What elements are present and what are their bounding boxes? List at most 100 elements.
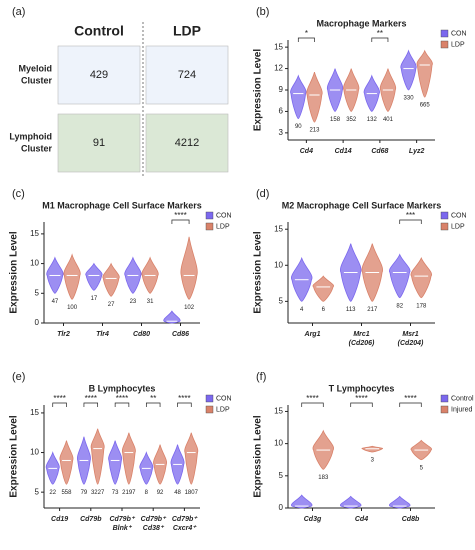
- legend-swatch: [440, 211, 449, 220]
- column-header: LDP: [173, 23, 201, 39]
- chart-title: T Lymphocytes: [329, 383, 395, 393]
- violin: [290, 74, 307, 119]
- y-axis-label: Expression Level: [253, 49, 264, 131]
- cell-value: 4212: [175, 137, 199, 149]
- significance-bracket: [145, 402, 161, 407]
- count-label: 73: [112, 490, 119, 496]
- count-label: 213: [309, 128, 320, 134]
- row-label: Cluster: [21, 143, 53, 153]
- significance-label: ****: [178, 394, 190, 403]
- legend-swatch: [205, 394, 214, 403]
- violin: [85, 262, 103, 291]
- violin: [59, 440, 74, 485]
- x-tick-label: Msr1: [402, 331, 418, 338]
- x-tick-label: Tlr4: [96, 331, 109, 338]
- count-label: 92: [157, 490, 164, 496]
- y-axis-label: Expression Level: [253, 231, 264, 313]
- violin: [102, 262, 120, 297]
- x-tick-label: Cd14: [335, 148, 352, 155]
- legend-swatch: [440, 29, 449, 38]
- x-tick-label: Tlr2: [57, 331, 70, 338]
- count-label: 3227: [91, 490, 105, 496]
- significance-bracket: [114, 402, 130, 407]
- legend-swatch: [205, 211, 214, 220]
- panel-label: (d): [256, 188, 269, 200]
- significance-bracket: [350, 402, 373, 407]
- legend-swatch: [440, 222, 449, 231]
- count-label: 132: [367, 117, 378, 123]
- significance-bracket: [371, 37, 389, 42]
- violin: [312, 275, 335, 302]
- violin: [400, 49, 417, 91]
- legend-swatch: [205, 222, 214, 231]
- violin: [290, 494, 313, 509]
- y-tick-label: 15: [274, 407, 283, 416]
- x-tick-label: Cd4: [300, 148, 313, 155]
- significance-bracket: [301, 402, 324, 407]
- chart-title: B Lymphocytes: [89, 383, 156, 393]
- x-tick-label: Cd80: [133, 331, 150, 338]
- count-label: 330: [404, 96, 415, 102]
- x-tick-label: Blnk⁺: [113, 525, 133, 532]
- x-tick-label: Cd3g: [304, 516, 322, 523]
- count-label: 401: [383, 117, 394, 123]
- significance-label: ****: [85, 394, 97, 403]
- x-tick-label: Mrc1: [353, 331, 369, 338]
- count-label: 4: [300, 307, 304, 313]
- significance-label: ****: [53, 394, 65, 403]
- significance-bracket: [399, 219, 422, 224]
- significance-bracket: [177, 402, 192, 407]
- significance-label: **: [150, 394, 156, 403]
- count-label: 6: [322, 307, 326, 313]
- x-tick-label: (Cd206): [349, 340, 375, 347]
- significance-label: ****: [174, 211, 186, 220]
- column-header: Control: [74, 23, 124, 39]
- x-tick-label: Cd79b⁺: [109, 516, 135, 523]
- count-label: 82: [396, 303, 403, 309]
- panel-label: (c): [12, 188, 25, 200]
- legend-label: LDP: [451, 41, 465, 48]
- y-tick-label: 6: [279, 107, 284, 116]
- legend-label: CON: [216, 395, 232, 402]
- violin: [121, 432, 136, 485]
- count-label: 23: [130, 299, 137, 305]
- count-label: 3: [371, 458, 375, 464]
- significance-label: **: [377, 29, 383, 38]
- panel-label: (f): [256, 371, 266, 383]
- chart-title: M2 Macrophage Cell Surface Markers: [282, 200, 442, 210]
- legend-swatch: [440, 40, 449, 49]
- y-tick-label: 0: [279, 503, 284, 512]
- chart-title: Macrophage Markers: [316, 18, 406, 28]
- cell: [145, 113, 229, 173]
- count-label: 102: [184, 305, 195, 311]
- significance-label: ****: [306, 394, 318, 403]
- x-tick-label: Lyz2: [409, 148, 425, 155]
- chart-title: M1 Macrophage Cell Surface Markers: [42, 200, 202, 210]
- y-tick-label: 3: [279, 128, 284, 137]
- x-tick-label: Cxcr4⁺: [173, 525, 197, 532]
- count-label: 665: [420, 103, 431, 109]
- count-label: 2197: [122, 490, 136, 496]
- cell: [145, 45, 229, 105]
- y-tick-label: 10: [274, 260, 283, 269]
- cell-value: 91: [93, 137, 105, 149]
- cell: [57, 45, 141, 105]
- violin: [410, 257, 433, 299]
- count-label: 113: [346, 307, 356, 313]
- legend-label: CON: [451, 212, 467, 219]
- x-tick-label: Cd86: [172, 331, 189, 338]
- count-label: 1807: [185, 490, 199, 496]
- y-tick-label: 0: [35, 318, 40, 327]
- y-tick-label: 5: [279, 471, 284, 480]
- count-label: 100: [67, 305, 78, 311]
- violin: [306, 72, 323, 123]
- count-label: 79: [81, 490, 88, 496]
- y-tick-label: 10: [30, 448, 39, 457]
- legend-label: CON: [216, 212, 232, 219]
- y-tick-label: 9: [279, 85, 284, 94]
- y-axis-label: Expression Level: [253, 415, 264, 497]
- y-tick-label: 15: [274, 42, 283, 51]
- panel-label: (e): [12, 371, 25, 383]
- panel-label: (a): [12, 6, 25, 18]
